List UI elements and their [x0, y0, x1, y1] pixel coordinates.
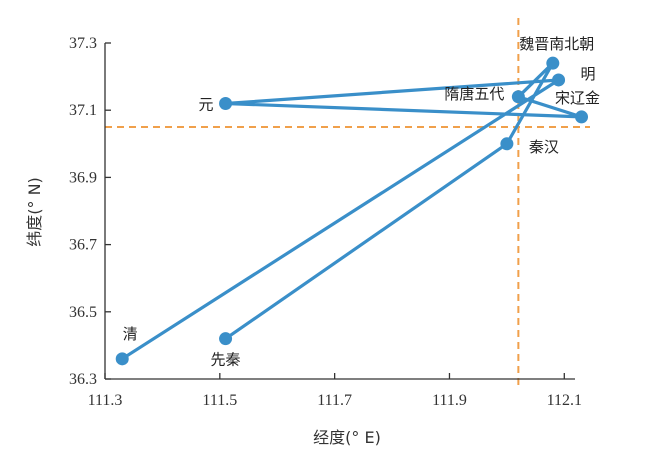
series-layer: [115, 56, 589, 366]
y-tick-label: 36.9: [69, 169, 97, 186]
point-label: 隋唐五代: [444, 85, 504, 103]
data-point: [546, 56, 560, 70]
point-label: 清: [123, 325, 138, 343]
data-point: [552, 73, 566, 87]
x-tick-label: 112.1: [547, 392, 582, 409]
reference-lines: [105, 18, 590, 388]
point-label: 元: [199, 95, 214, 113]
y-tick-label: 36.7: [69, 237, 97, 254]
x-tick-label: 111.9: [432, 392, 467, 409]
point-label: 明: [581, 65, 596, 83]
y-tick-label: 37.1: [69, 102, 97, 119]
data-point: [511, 90, 525, 104]
data-point: [219, 332, 233, 346]
data-point: [500, 137, 514, 151]
y-tick-label: 37.3: [69, 35, 97, 52]
data-point: [115, 352, 129, 366]
y-tick-label: 36.5: [69, 304, 97, 321]
series-line: [121, 61, 584, 361]
data-point: [219, 96, 233, 110]
x-tick-label: 111.5: [202, 392, 237, 409]
x-tick-label: 111.3: [88, 392, 123, 409]
point-label: 宋辽金: [555, 89, 600, 107]
point-label: 先秦: [211, 351, 241, 369]
point-label: 秦汉: [529, 138, 559, 156]
y-tick-label: 36.3: [69, 371, 97, 388]
x-axis-title: 经度(° E): [313, 428, 381, 447]
x-tick-label: 111.7: [317, 392, 352, 409]
data-point: [575, 110, 589, 124]
point-label: 魏晋南北朝: [519, 35, 594, 53]
y-axis-title: 纬度(° N): [25, 177, 44, 247]
axes: 111.3 111.5 111.7 111.9 112.1 36.3 36.5 36.7 36.…: [69, 35, 582, 409]
